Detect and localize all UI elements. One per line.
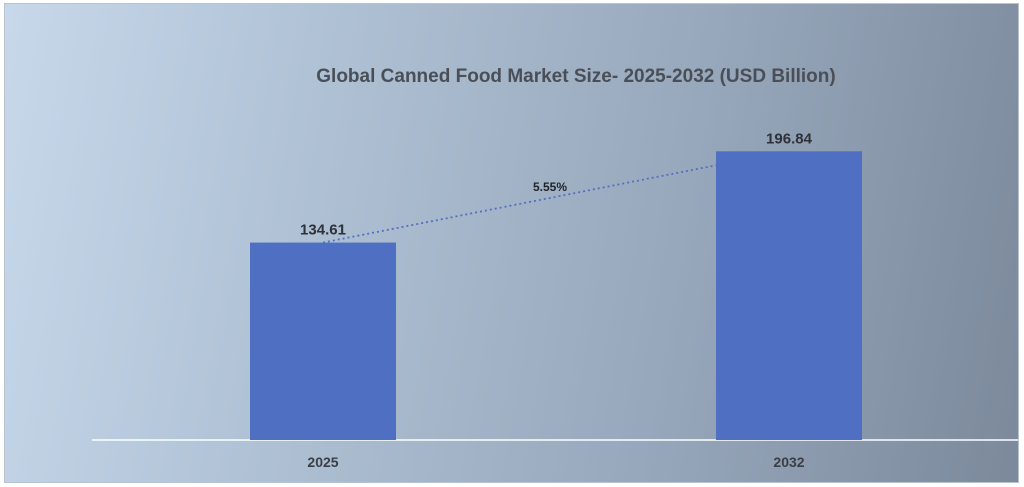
value-label-2032: 196.84 (766, 130, 813, 147)
bar-chart: Global Canned Food Market Size- 2025-203… (92, 66, 1018, 470)
value-label-2025: 134.61 (300, 222, 346, 239)
cagr-trend-line (322, 164, 717, 244)
bar-2032 (716, 151, 862, 440)
x-tick-label-2025: 2025 (307, 454, 338, 470)
bars-layer: 134.61 2025 196.84 2032 (250, 130, 862, 470)
chart-title: Global Canned Food Market Size- 2025-203… (316, 66, 835, 87)
x-tick-label-2032: 2032 (773, 454, 804, 470)
chart-frame: Global Canned Food Market Size- 2025-203… (4, 3, 1019, 483)
cagr-label: 5.55% (533, 180, 567, 194)
bar-2025 (250, 242, 396, 440)
